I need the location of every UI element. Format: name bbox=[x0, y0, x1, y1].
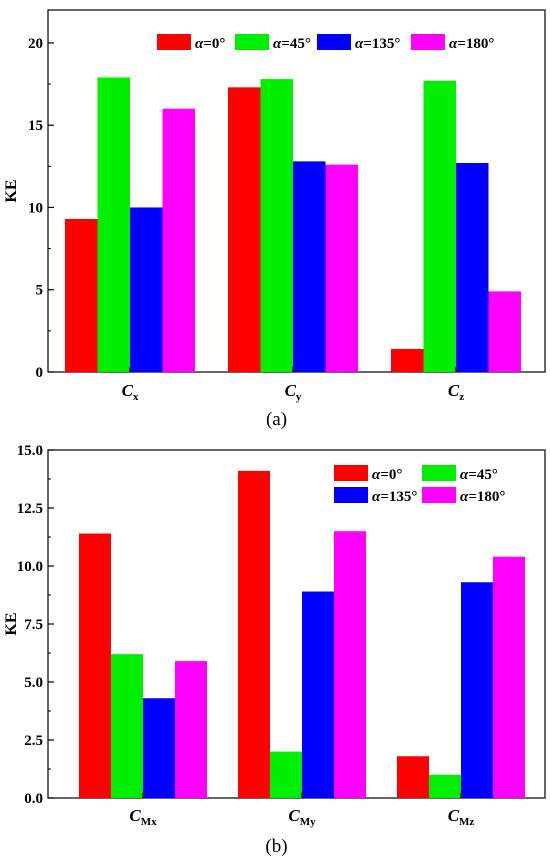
bar-z-series-3 bbox=[456, 163, 489, 372]
legend-swatch-1 bbox=[334, 465, 368, 481]
bar-mx-series-3 bbox=[143, 698, 175, 798]
y-tick-label: 5 bbox=[36, 283, 44, 299]
legend-label-3: α=135° bbox=[355, 36, 400, 52]
y-tick-label: 5.0 bbox=[24, 675, 43, 691]
y-tick-label: 20 bbox=[28, 36, 43, 52]
bar-x-series-4 bbox=[162, 108, 195, 373]
bar-mz-series-1 bbox=[397, 756, 429, 798]
legend-label-1: α=0° bbox=[195, 36, 225, 52]
bar-mz-series-2 bbox=[429, 774, 461, 798]
category-label-z: Cz bbox=[448, 381, 464, 403]
chart-panel-1: 0 5 10 15 20 KE Cx Cy Cz α=0° α=45° α=135° α=180° (a) bbox=[3, 9, 546, 430]
category-label-my: CMy bbox=[288, 806, 316, 828]
category-label-mz: CMz bbox=[448, 806, 475, 828]
panel-label: (b) bbox=[265, 836, 287, 857]
y-tick-label: 0 bbox=[36, 365, 44, 381]
bar-z-series-1 bbox=[391, 348, 424, 372]
bar-y-series-3 bbox=[293, 161, 326, 372]
bar-my-series-4 bbox=[334, 531, 366, 798]
y-tick-label: 0.0 bbox=[24, 791, 43, 807]
bar-x-series-1 bbox=[65, 218, 98, 372]
bar-mx-series-1 bbox=[79, 533, 111, 798]
y-tick-label: 12.5 bbox=[17, 501, 43, 517]
y-tick-label: 15.0 bbox=[17, 443, 43, 459]
y-tick-label: 2.5 bbox=[24, 733, 43, 749]
panel-label: (a) bbox=[266, 409, 287, 430]
legend-label-3: α=135° bbox=[372, 489, 417, 505]
bar-y-series-1 bbox=[228, 87, 261, 372]
bar-z-series-4 bbox=[488, 291, 521, 372]
legend-swatch-4 bbox=[422, 487, 456, 503]
legend-swatch-3 bbox=[317, 34, 351, 50]
legend-label-4: α=180° bbox=[449, 36, 494, 52]
legend-swatch-3 bbox=[334, 487, 368, 503]
y-tick-label: 10.0 bbox=[17, 559, 43, 575]
legend-swatch-4 bbox=[411, 34, 445, 50]
bar-x-series-2 bbox=[97, 77, 130, 373]
bar-my-series-1 bbox=[238, 470, 270, 798]
y-axis-label: KE bbox=[3, 612, 20, 635]
bar-y-series-4 bbox=[325, 164, 358, 372]
bar-x-series-3 bbox=[130, 207, 163, 372]
y-tick-label: 7.5 bbox=[24, 617, 43, 633]
legend-swatch-1 bbox=[157, 34, 191, 50]
y-tick-label: 15 bbox=[28, 118, 43, 134]
bar-y-series-2 bbox=[260, 79, 293, 372]
y-tick-label: 10 bbox=[28, 200, 43, 216]
legend-swatch-2 bbox=[422, 465, 456, 481]
bar-my-series-2 bbox=[270, 751, 302, 798]
category-label-x: Cx bbox=[122, 381, 139, 403]
category-label-mx: CMx bbox=[129, 806, 157, 828]
bar-z-series-2 bbox=[423, 80, 456, 372]
bar-mz-series-4 bbox=[493, 556, 525, 798]
bar-my-series-3 bbox=[302, 591, 334, 798]
y-axis-label: KE bbox=[3, 179, 20, 202]
bar-mz-series-3 bbox=[461, 582, 493, 798]
bar-mx-series-4 bbox=[175, 661, 207, 798]
legend-swatch-2 bbox=[235, 34, 269, 50]
legend-label-1: α=0° bbox=[372, 467, 402, 483]
chart-panel-2: 0.0 2.5 5.0 7.5 10.0 12.5 15.0 KE CMx CMy CMz α=0° α… bbox=[3, 443, 546, 857]
legend-label-4: α=180° bbox=[460, 489, 505, 505]
category-label-y: Cy bbox=[285, 381, 302, 403]
legend-label-2: α=45° bbox=[273, 36, 311, 52]
bar-mx-series-2 bbox=[111, 654, 143, 798]
legend-label-2: α=45° bbox=[460, 467, 498, 483]
